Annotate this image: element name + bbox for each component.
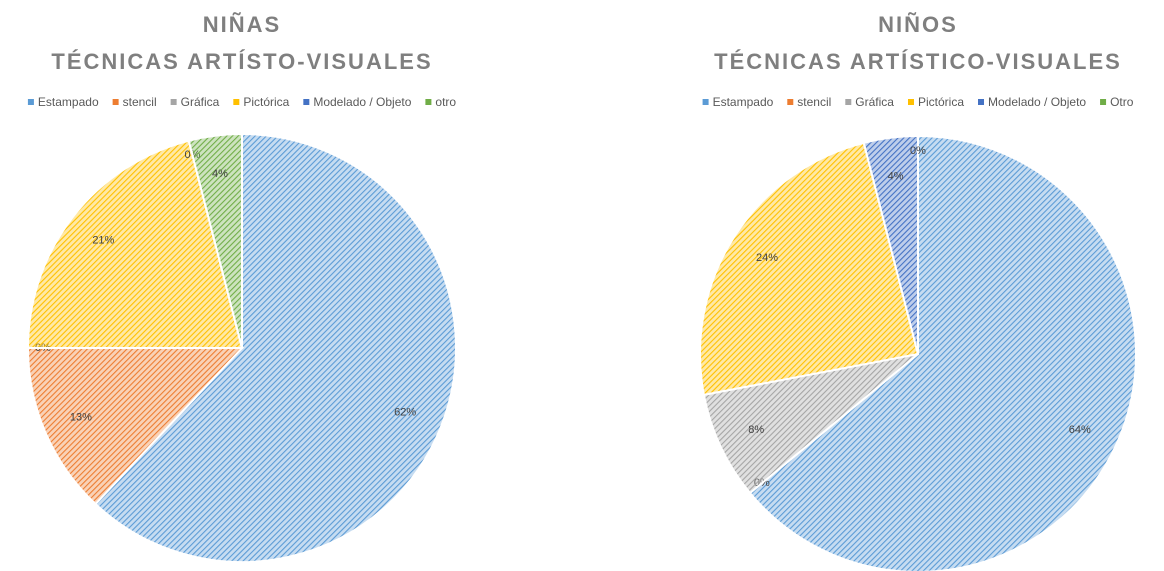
- legend-label: Estampado: [713, 95, 774, 109]
- chart-title: NIÑAS: [203, 12, 281, 37]
- pie-slice: [94, 132, 457, 563]
- legend-swatch: [303, 99, 310, 105]
- chart-subtitle: TÉCNICAS ARTÍSTO-VISUALES: [51, 49, 432, 74]
- data-label: 64%: [1069, 424, 1091, 436]
- legend-swatch: [170, 99, 177, 105]
- pie-slice: [26, 139, 244, 349]
- data-label: 8%: [748, 424, 764, 436]
- legend-label: Gráfica: [181, 95, 220, 109]
- legend-swatch: [907, 99, 914, 105]
- data-label: 0%: [910, 145, 926, 157]
- legend-swatch: [112, 99, 119, 105]
- legend-label: Gráfica: [855, 95, 894, 109]
- legend-label: Modelado / Objeto: [988, 95, 1086, 109]
- legend-label: Pictórica: [918, 95, 964, 109]
- legend-swatch: [233, 99, 240, 105]
- legend-label: stencil: [123, 95, 157, 109]
- legend-label: Estampado: [38, 95, 99, 109]
- data-label: 13%: [70, 412, 92, 424]
- legend-swatch: [978, 99, 985, 105]
- legend-label: stencil: [797, 95, 831, 109]
- data-label: 24%: [756, 252, 778, 264]
- data-label: 4%: [212, 168, 228, 180]
- chart-title: NIÑOS: [878, 12, 958, 37]
- legend-label: Pictórica: [243, 95, 289, 109]
- legend-swatch: [787, 99, 794, 105]
- pie-slice: [187, 132, 243, 349]
- legend-swatch: [845, 99, 852, 105]
- legend: Estampado stencil Gráfica Pictórica Modelado…: [702, 95, 1134, 109]
- data-label: 62%: [394, 407, 416, 419]
- legend-label: Modelado / Objeto: [313, 95, 411, 109]
- pie-slice: [702, 353, 919, 495]
- pie-slice: [748, 134, 1137, 571]
- pie-slice: [26, 347, 245, 506]
- data-label: 4%: [888, 171, 904, 183]
- legend-swatch: [1100, 99, 1107, 105]
- legend-label: otro: [435, 95, 456, 109]
- legend-swatch: [27, 99, 34, 105]
- pie-slice: [699, 141, 920, 397]
- chart-subtitle: TÉCNICAS ARTÍSTICO-VISUALES: [714, 49, 1122, 74]
- legend-swatch: [425, 99, 432, 105]
- legend-swatch: [702, 99, 709, 105]
- legend: Estampado stencil Gráfica Pictórica Modelado…: [27, 95, 456, 109]
- legend-label: Otro: [1110, 95, 1134, 109]
- data-label: 21%: [92, 234, 114, 246]
